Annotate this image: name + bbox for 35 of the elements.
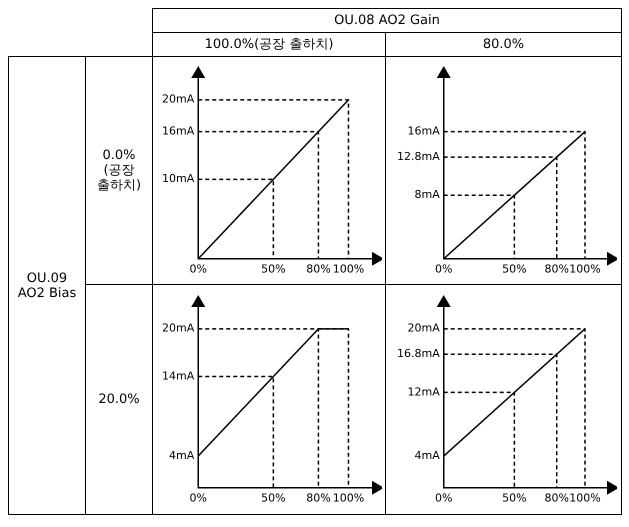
x-tick-label: 80% [544, 490, 568, 504]
y-tick-label: 4mA [414, 448, 440, 462]
y-tick-label: 8mA [414, 188, 440, 201]
y-tick-label: 16mA [406, 124, 440, 137]
x-tick-label: 50% [261, 490, 286, 504]
y-tick-label: 20mA [162, 321, 195, 334]
x-tick-label: 100% [568, 490, 600, 504]
text: OU.08 AO2 Gain [334, 13, 440, 28]
y-tick-label: 20mA [406, 321, 440, 334]
y-tick-label: 16.8mA [396, 346, 440, 360]
x-tick-label: 0% [434, 490, 452, 504]
x-tick-label: 100% [332, 490, 364, 504]
text: 80.0% [482, 37, 524, 52]
x-tick-label: 80% [544, 262, 568, 275]
text: OU.09 AO2 Bias [18, 270, 76, 300]
x-tick-label: 0% [190, 490, 207, 504]
y-tick-label: 20mA [162, 92, 195, 106]
y-tick-label: 16mA [162, 124, 195, 137]
text: 20.0% [98, 392, 140, 407]
y-tick-label: 12mA [406, 384, 440, 398]
x-tick-label: 100% [568, 262, 600, 275]
x-tick-label: 80% [306, 262, 331, 275]
y-tick-label: 4mA [168, 448, 195, 462]
x-tick-label: 0% [434, 262, 452, 275]
x-tick-label: 50% [502, 490, 526, 504]
x-tick-label: 0% [190, 262, 207, 275]
y-tick-label: 10mA [162, 172, 195, 185]
text: 0.0% (공장 출하치) [96, 148, 142, 193]
x-tick-label: 50% [502, 262, 526, 275]
x-tick-label: 80% [306, 490, 331, 504]
x-tick-label: 100% [332, 262, 364, 275]
text: 100.0%(공장 출하치) [204, 37, 334, 52]
x-tick-label: 50% [261, 262, 286, 275]
y-tick-label: 12.8mA [396, 149, 440, 162]
y-tick-label: 14mA [162, 368, 195, 382]
